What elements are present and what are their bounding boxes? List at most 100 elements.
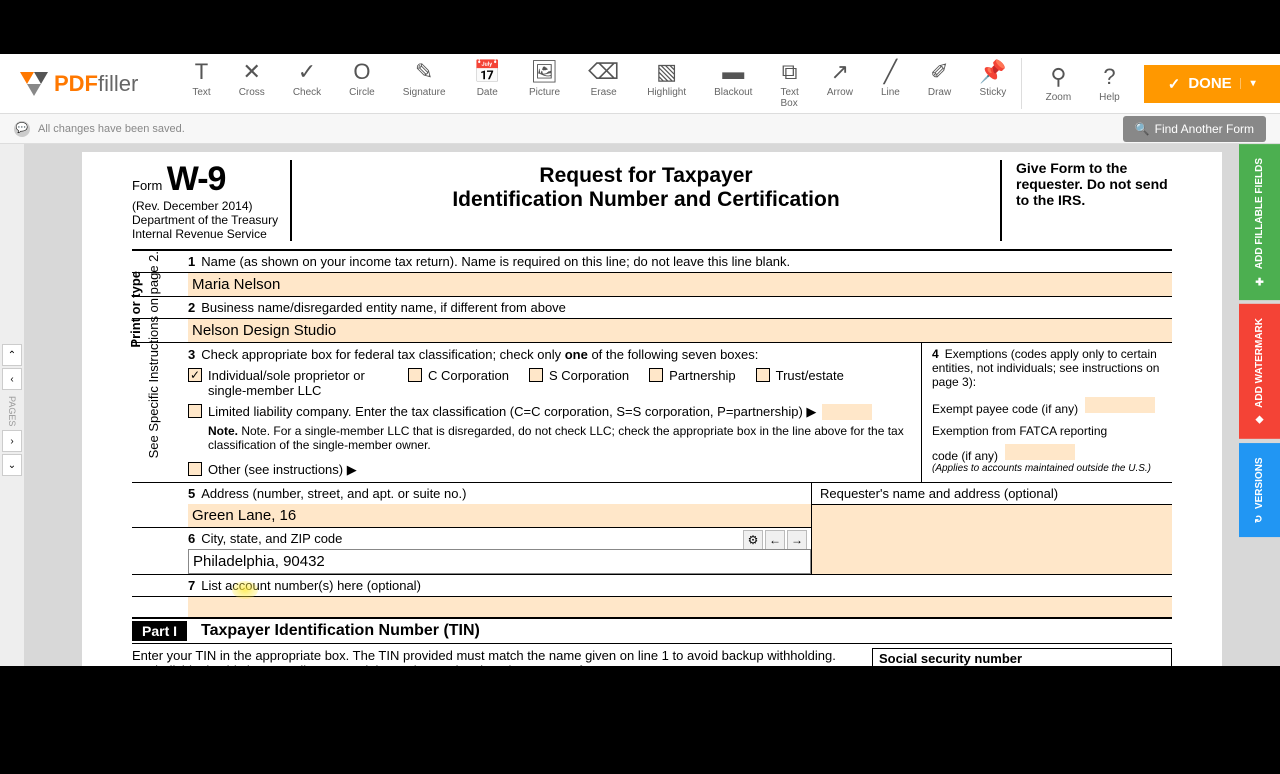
- cross-icon: ✕: [243, 59, 261, 85]
- blackout-icon: ▬: [722, 59, 744, 85]
- search-icon: 🔍: [1135, 122, 1150, 136]
- page-first-button[interactable]: ⌃: [2, 344, 22, 366]
- form-revision: (Rev. December 2014): [132, 199, 280, 213]
- give-form-text: Give Form to the requester. Do not send …: [1002, 160, 1172, 241]
- logo-icon: [20, 72, 48, 96]
- find-form-label: Find Another Form: [1155, 122, 1254, 136]
- exempt-payee-field[interactable]: [1085, 397, 1155, 413]
- line2-label: Business name/disregarded entity name, i…: [201, 300, 566, 315]
- check-icon: ✓: [298, 59, 316, 85]
- document-area[interactable]: Form W-9 (Rev. December 2014) Department…: [24, 144, 1280, 666]
- checkbox-scorp[interactable]: [529, 368, 543, 382]
- app-window: PDFfiller TText✕Cross✓CheckOCircle✎Signa…: [0, 54, 1280, 666]
- tool-highlight[interactable]: ▧Highlight: [633, 53, 700, 115]
- toolbar-right: ⚲Zoom?Help ✓ DONE ▾: [1021, 58, 1280, 109]
- tool-draw[interactable]: ✐Draw: [914, 53, 965, 115]
- cursor-highlight: [232, 581, 258, 599]
- field-settings-button[interactable]: ⚙: [743, 530, 763, 550]
- exemptions-label: Exemptions (codes apply only to certain …: [932, 347, 1159, 389]
- page-prev-button[interactable]: ‹: [2, 368, 22, 390]
- requester-field[interactable]: Requester's name and address (optional): [812, 483, 1172, 574]
- line-icon: ╱: [884, 59, 897, 85]
- erase-icon: ⌫: [588, 59, 619, 85]
- dept-line1: Department of the Treasury: [132, 213, 280, 227]
- main-toolbar: PDFfiller TText✕Cross✓CheckOCircle✎Signa…: [0, 54, 1280, 114]
- field-controls: ⚙ ← →: [743, 530, 807, 550]
- date-icon: 📅: [474, 59, 501, 85]
- page-last-button[interactable]: ⌄: [2, 454, 22, 476]
- tools-group: TText✕Cross✓CheckOCircle✎Signature📅Date🖼…: [158, 53, 1020, 115]
- signature-icon: ✎: [415, 59, 433, 85]
- field-next-button[interactable]: →: [787, 530, 807, 550]
- done-label: DONE: [1188, 75, 1231, 92]
- tool-sticky[interactable]: 📌Sticky: [965, 53, 1020, 115]
- tin-instructions: Enter your TIN in the appropriate box. T…: [132, 648, 872, 666]
- help-icon: ?: [1103, 64, 1115, 90]
- tool-signature[interactable]: ✎Signature: [389, 53, 460, 115]
- pages-label: PAGES: [7, 396, 17, 426]
- chevron-down-icon: ▾: [1240, 78, 1256, 89]
- form-word: Form: [132, 178, 162, 193]
- field-prev-button[interactable]: ←: [765, 530, 785, 550]
- check-icon: ✓: [1168, 75, 1181, 93]
- fatca-code-field[interactable]: [1005, 444, 1075, 460]
- account-numbers-field[interactable]: [188, 597, 1172, 617]
- draw-icon: ✐: [930, 59, 948, 85]
- line5-label: Address (number, street, and apt. or sui…: [201, 486, 466, 501]
- text box-icon: ⧉: [782, 59, 798, 85]
- tool-arrow[interactable]: ↗Arrow: [813, 53, 867, 115]
- tool-erase[interactable]: ⌫Erase: [574, 53, 633, 115]
- checkbox-ccorp[interactable]: [408, 368, 422, 382]
- tab-fillable-fields[interactable]: ✚ADD FILLABLE FIELDS: [1239, 144, 1280, 300]
- ssn-label: Social security number: [872, 648, 1172, 666]
- address-field[interactable]: Green Lane, 16: [188, 504, 811, 527]
- name-field[interactable]: Maria Nelson: [188, 273, 1172, 296]
- tool-text[interactable]: TText: [178, 53, 224, 115]
- right-tools-group: ⚲Zoom?Help: [1032, 58, 1134, 109]
- dept-line2: Internal Revenue Service: [132, 227, 280, 241]
- arrow-icon: ↗: [831, 59, 849, 85]
- tool-zoom[interactable]: ⚲Zoom: [1032, 58, 1086, 109]
- line6-label: City, state, and ZIP code: [201, 531, 342, 546]
- text-icon: T: [195, 59, 208, 85]
- done-button[interactable]: ✓ DONE ▾: [1144, 65, 1280, 103]
- tool-circle[interactable]: OCircle: [335, 53, 389, 115]
- form-body: Print or type See Specific Instructions …: [132, 251, 1172, 666]
- part1-badge: Part I: [132, 621, 187, 641]
- logo[interactable]: PDFfiller: [0, 71, 158, 97]
- find-form-button[interactable]: 🔍 Find Another Form: [1123, 116, 1266, 142]
- checkbox-trust[interactable]: [756, 368, 770, 382]
- checkbox-llc[interactable]: [188, 404, 202, 418]
- checkbox-individual[interactable]: ✓: [188, 368, 202, 382]
- tool-check[interactable]: ✓Check: [279, 53, 335, 115]
- tool-help[interactable]: ?Help: [1085, 58, 1134, 109]
- page-next-button[interactable]: ›: [2, 430, 22, 452]
- versions-icon: ↻: [1254, 515, 1265, 523]
- tool-date[interactable]: 📅Date: [460, 53, 515, 115]
- tab-watermark[interactable]: ◆ADD WATERMARK: [1239, 304, 1280, 439]
- form-code: W-9: [167, 160, 226, 198]
- watermark-icon: ◆: [1254, 414, 1265, 425]
- chat-icon: 💬: [14, 121, 30, 137]
- llc-class-field[interactable]: [822, 404, 872, 420]
- tool-picture[interactable]: 🖼Picture: [515, 53, 574, 115]
- picture-icon: 🖼: [531, 59, 559, 85]
- status-bar: 💬 All changes have been saved. 🔍 Find An…: [0, 114, 1280, 144]
- tool-blackout[interactable]: ▬Blackout: [700, 53, 766, 115]
- line3-label: Check appropriate box for federal tax cl…: [201, 347, 564, 362]
- part1-title: Taxpayer Identification Number (TIN): [201, 622, 480, 640]
- tool-cross[interactable]: ✕Cross: [225, 53, 279, 115]
- workspace: ⌃ ‹ PAGES › ⌄ Form W-9 (Rev. December 20…: [0, 144, 1280, 666]
- sticky-icon: 📌: [979, 59, 1006, 85]
- zoom-icon: ⚲: [1050, 64, 1066, 90]
- tool-text-box[interactable]: ⧉Text Box: [766, 53, 812, 115]
- checkbox-partnership[interactable]: [649, 368, 663, 382]
- checkbox-other[interactable]: [188, 462, 202, 476]
- highlight-icon: ▧: [656, 59, 677, 85]
- tab-versions[interactable]: ↻VERSIONS: [1239, 443, 1280, 537]
- logo-text-filler: filler: [98, 71, 138, 97]
- tool-line[interactable]: ╱Line: [867, 53, 914, 115]
- business-name-field[interactable]: Nelson Design Studio: [188, 319, 1172, 342]
- city-state-zip-field[interactable]: Philadelphia, 90432: [188, 549, 811, 574]
- llc-note: Note. For a single-member LLC that is di…: [208, 424, 904, 452]
